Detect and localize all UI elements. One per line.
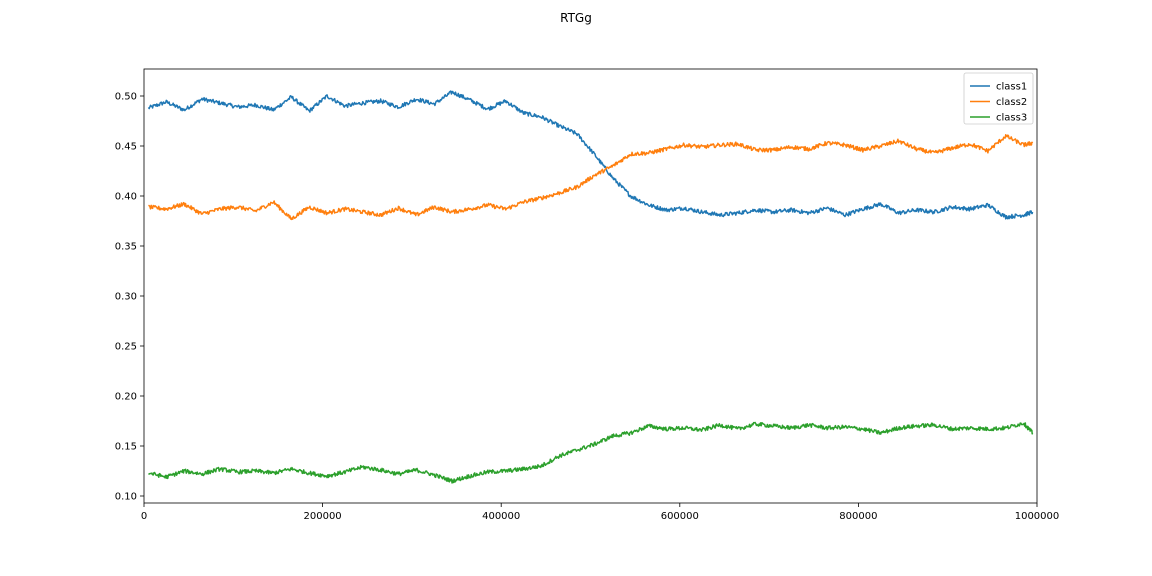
series-line-class2 bbox=[148, 134, 1034, 221]
series-line-class1 bbox=[147, 90, 1034, 220]
y-tick-label: 0.15 bbox=[115, 442, 137, 453]
x-tick-label: 1000000 bbox=[1015, 511, 1060, 522]
y-tick-label: 0.10 bbox=[115, 492, 137, 503]
x-tick-label: 800000 bbox=[839, 511, 877, 522]
chart-title: RTGg bbox=[560, 11, 592, 25]
x-tick-label: 0 bbox=[141, 511, 147, 522]
y-tick-label: 0.20 bbox=[115, 392, 137, 403]
legend: class1 class2 class3 bbox=[963, 72, 1034, 125]
x-tick-label: 200000 bbox=[304, 511, 342, 522]
legend-label-class3: class3 bbox=[996, 113, 1027, 124]
plot-frame bbox=[143, 68, 1038, 504]
y-tick-label: 0.25 bbox=[115, 342, 137, 353]
legend-label-class2: class2 bbox=[996, 97, 1027, 108]
y-tick-label: 0.50 bbox=[115, 92, 137, 103]
series-line-class3 bbox=[148, 421, 1034, 484]
y-tick-label: 0.40 bbox=[115, 192, 137, 203]
legend-label-class1: class1 bbox=[996, 82, 1027, 93]
y-tick-label: 0.35 bbox=[115, 242, 137, 253]
x-axis: 0 200000 400000 600000 800000 1000000 bbox=[141, 503, 1059, 522]
x-tick-label: 400000 bbox=[482, 511, 520, 522]
series-group bbox=[147, 90, 1034, 484]
x-tick-label: 600000 bbox=[661, 511, 699, 522]
y-axis: 0.10 0.15 0.20 0.25 0.30 0.35 0.40 0.45 0.50 bbox=[115, 92, 144, 503]
plot-area bbox=[143, 68, 1038, 504]
y-tick-label: 0.45 bbox=[115, 142, 137, 153]
y-tick-label: 0.30 bbox=[115, 292, 137, 303]
